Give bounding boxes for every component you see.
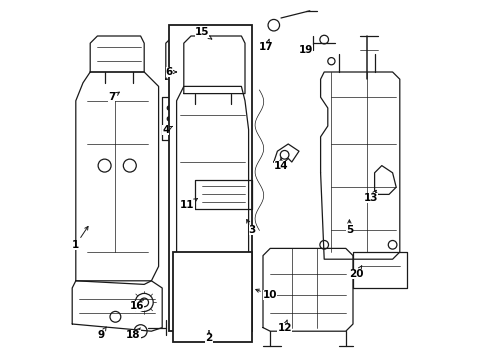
Text: 20: 20 [349, 266, 364, 279]
Circle shape [199, 149, 204, 154]
Text: 19: 19 [299, 45, 314, 55]
Text: 16: 16 [130, 299, 144, 311]
Circle shape [185, 192, 190, 197]
Circle shape [185, 235, 190, 240]
Circle shape [214, 213, 219, 219]
Circle shape [228, 235, 233, 240]
Circle shape [214, 192, 219, 197]
Circle shape [228, 213, 233, 219]
Text: 14: 14 [274, 158, 288, 171]
Text: 1: 1 [72, 226, 88, 250]
Circle shape [167, 127, 171, 132]
Circle shape [178, 127, 182, 132]
Text: 6: 6 [166, 67, 176, 77]
Circle shape [178, 106, 182, 110]
Circle shape [228, 170, 233, 175]
Circle shape [214, 235, 219, 240]
Text: 9: 9 [98, 327, 106, 340]
Circle shape [207, 293, 211, 297]
Text: 4: 4 [162, 125, 172, 135]
Circle shape [185, 170, 190, 175]
Bar [173, 252, 252, 342]
Text: 12: 12 [277, 320, 292, 333]
Text: 17: 17 [259, 39, 274, 52]
Circle shape [225, 293, 229, 297]
Text: 13: 13 [364, 190, 378, 203]
Circle shape [199, 170, 204, 175]
Circle shape [199, 213, 204, 219]
Text: 7: 7 [108, 92, 120, 102]
Text: 10: 10 [256, 289, 277, 300]
Text: 5: 5 [346, 220, 353, 235]
Circle shape [214, 149, 219, 154]
Circle shape [214, 170, 219, 175]
Circle shape [199, 235, 204, 240]
Circle shape [199, 192, 204, 197]
Text: 15: 15 [195, 27, 212, 39]
Circle shape [178, 117, 182, 121]
Text: 3: 3 [247, 220, 256, 235]
Circle shape [167, 117, 171, 121]
Circle shape [207, 275, 211, 279]
Circle shape [167, 106, 171, 110]
Text: 18: 18 [126, 328, 141, 340]
Text: 11: 11 [180, 199, 197, 210]
Circle shape [228, 149, 233, 154]
Circle shape [189, 275, 193, 279]
Circle shape [225, 275, 229, 279]
Bar [170, 25, 252, 331]
Circle shape [185, 149, 190, 154]
Circle shape [189, 293, 193, 297]
Circle shape [228, 192, 233, 197]
Text: 2: 2 [205, 330, 213, 343]
Circle shape [185, 213, 190, 219]
